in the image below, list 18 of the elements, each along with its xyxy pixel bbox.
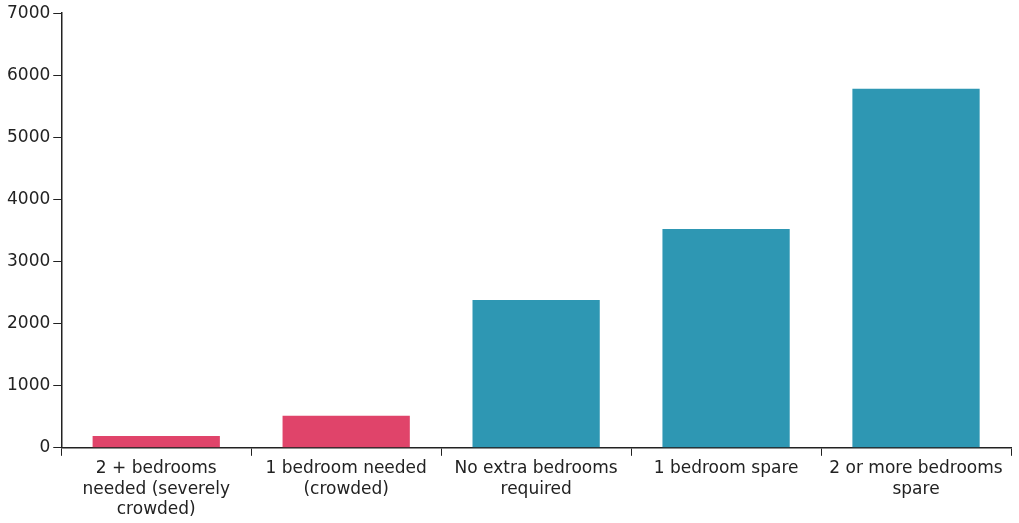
y-tick-label: 1000 — [7, 374, 51, 395]
y-tick-label: 7000 — [7, 1, 51, 22]
y-tick-label: 2000 — [7, 312, 51, 333]
y-tick-label: 5000 — [7, 125, 51, 146]
bar — [472, 300, 600, 448]
bar — [92, 436, 220, 448]
bar — [662, 228, 790, 448]
x-tick-label: 2 or more bedrooms spare — [829, 457, 1003, 498]
x-tick-label: 1 bedroom needed (crowded) — [265, 457, 427, 498]
x-tick-label: 2 + bedrooms needed (severely crowded) — [82, 457, 230, 519]
y-tick-label: 3000 — [7, 249, 51, 270]
y-tick-label: 0 — [39, 436, 51, 457]
y-tick-label: 6000 — [7, 63, 51, 84]
y-tick-label: 4000 — [7, 187, 51, 208]
x-tick-label: 1 bedroom spare — [653, 457, 799, 478]
bar — [852, 88, 980, 448]
bar — [282, 415, 410, 448]
x-tick-label: No extra bedrooms required — [454, 457, 618, 498]
